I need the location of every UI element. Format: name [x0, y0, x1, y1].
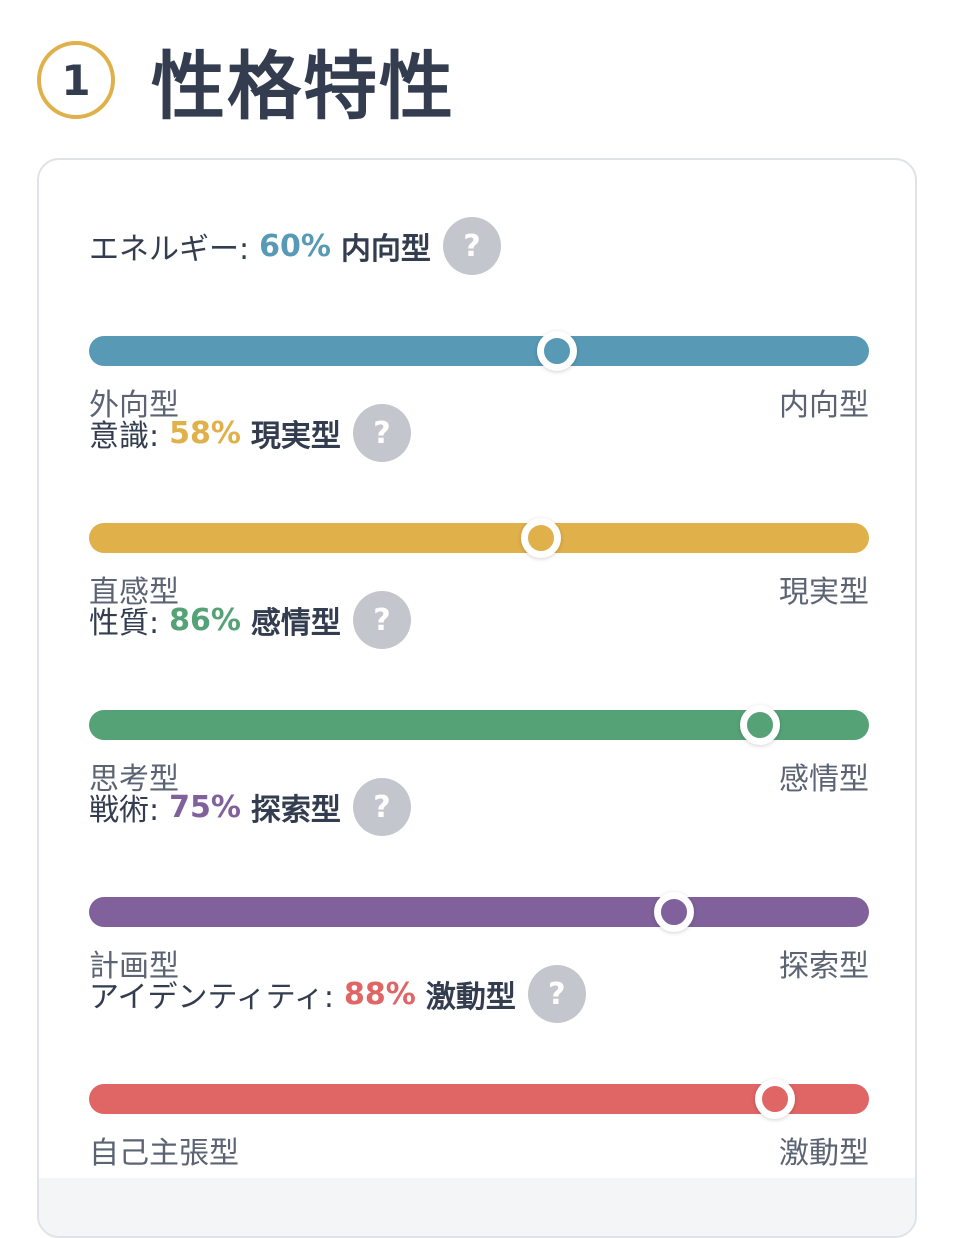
traits-card: エネルギー: 60% 内向型 ? 外向型 内向型 意識: 58% 現実型 ? 直… [37, 158, 917, 1238]
trait-left-label: 計画型 [89, 949, 179, 984]
trait-percent: 88% [344, 976, 416, 1012]
trait-slider-track [89, 705, 869, 745]
trait-right-label: 現実型 [779, 575, 869, 610]
trait-slider-track [89, 892, 869, 932]
trait-right-label: 激動型 [779, 1136, 869, 1171]
question-mark-icon[interactable]: ? [352, 778, 411, 836]
trait-percent: 58% [169, 415, 241, 451]
trait-slider-thumb [521, 518, 562, 558]
trait-name: エネルギー: [89, 232, 250, 267]
trait-right-label: 内向型 [779, 388, 869, 423]
question-mark-icon[interactable]: ? [352, 591, 411, 649]
step-number-badge: 1 [37, 41, 115, 119]
trait-identity: アイデンティティ: 88% 激動型 ? 自己主張型 激動型 [89, 964, 869, 1171]
trait-slider-thumb [537, 331, 577, 371]
trait-slider-thumb [654, 892, 694, 932]
trait-nature: 性質: 86% 感情型 ? 思考型 感情型 [89, 590, 869, 797]
card-footer [39, 1178, 915, 1236]
trait-percent: 60% [259, 228, 331, 264]
trait-left-label: 外向型 [89, 388, 179, 423]
trait-percent: 86% [169, 602, 241, 638]
trait-heading: 戦術: 75% 探索型 ? [89, 777, 411, 837]
trait-energy: エネルギー: 60% 内向型 ? 外向型 内向型 [89, 216, 869, 423]
trait-left-label: 自己主張型 [89, 1136, 239, 1171]
trait-result: 内向型 [340, 232, 431, 267]
trait-left-label: 直感型 [89, 575, 179, 610]
trait-name: 意識: [89, 419, 160, 454]
trait-right-label: 探索型 [779, 949, 869, 984]
trait-heading: 性質: 86% 感情型 ? [89, 590, 411, 650]
question-mark-icon[interactable]: ? [352, 404, 411, 462]
question-mark-icon[interactable]: ? [527, 965, 586, 1023]
trait-right-label: 感情型 [779, 762, 869, 797]
trait-name: 性質: [89, 606, 160, 641]
trait-slider-track [89, 518, 869, 558]
trait-heading: 意識: 58% 現実型 ? [89, 403, 411, 463]
trait-slider-thumb [755, 1079, 796, 1119]
trait-result: 現実型 [250, 419, 341, 454]
trait-heading: アイデンティティ: 88% 激動型 ? [89, 964, 586, 1024]
trait-heading: エネルギー: 60% 内向型 ? [89, 216, 501, 276]
section-header: 1 性格特性 [37, 20, 455, 140]
question-mark-icon[interactable]: ? [442, 217, 501, 275]
trait-result: 感情型 [250, 606, 341, 641]
trait-left-label: 思考型 [89, 762, 179, 797]
trait-result: 激動型 [425, 980, 516, 1015]
section-title: 性格特性 [151, 43, 455, 130]
step-number: 1 [61, 55, 91, 105]
trait-mind: 意識: 58% 現実型 ? 直感型 現実型 [89, 403, 869, 610]
trait-slider-thumb [739, 705, 780, 745]
trait-tactics: 戦術: 75% 探索型 ? 計画型 探索型 [89, 777, 869, 984]
trait-slider-track [89, 1079, 869, 1119]
trait-slider-track [89, 331, 869, 371]
trait-name: 戦術: [89, 793, 160, 828]
trait-percent: 75% [169, 789, 241, 825]
trait-name: アイデンティティ: [89, 980, 335, 1015]
trait-result: 探索型 [250, 793, 341, 828]
